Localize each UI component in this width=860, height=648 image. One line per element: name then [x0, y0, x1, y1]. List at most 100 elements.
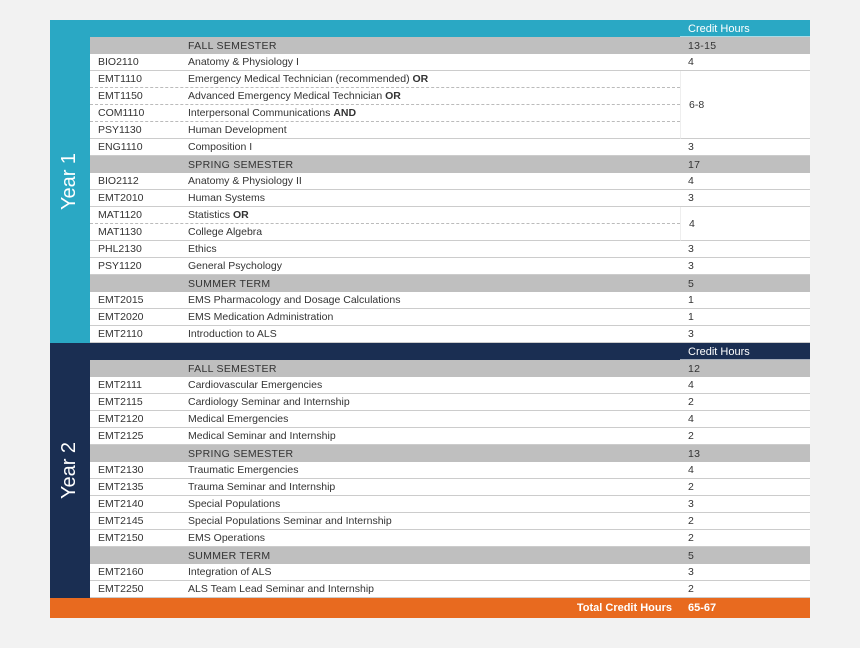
course-credits: 4 — [680, 54, 810, 70]
semester-name: FALL SEMESTER — [180, 361, 680, 377]
course-credits: 3 — [680, 258, 810, 274]
course-name: Interpersonal Communications AND — [180, 105, 680, 121]
course-code: PSY1120 — [90, 258, 180, 274]
course-name: Advanced Emergency Medical Technician OR — [180, 88, 680, 104]
semester-name: SUMMER TERM — [180, 276, 680, 292]
total-value: 65-67 — [680, 598, 810, 618]
course-row: EMT2250ALS Team Lead Seminar and Interns… — [90, 581, 810, 598]
course-row: PSY1120General Psychology3 — [90, 258, 810, 275]
course-credits: 3 — [680, 139, 810, 155]
course-code: EMT2160 — [90, 564, 180, 580]
credit-hours-label: Credit Hours — [680, 21, 810, 37]
year-body: Credit HoursFALL SEMESTER12EMT2111Cardio… — [90, 343, 810, 598]
course-code: EMT2130 — [90, 462, 180, 478]
year-block: Year 1Credit HoursFALL SEMESTER13-15BIO2… — [50, 20, 810, 343]
course-row: EMT2111Cardiovascular Emergencies4 — [90, 377, 810, 394]
course-row: EMT2120Medical Emergencies4 — [90, 411, 810, 428]
semester-name: SPRING SEMESTER — [180, 157, 680, 173]
credit-hours-header: Credit Hours — [90, 343, 810, 360]
course-row: ENG1110Composition I3 — [90, 139, 810, 156]
semester-header: SPRING SEMESTER17 — [90, 156, 810, 173]
course-name: Introduction to ALS — [180, 326, 680, 342]
course-name: Medical Emergencies — [180, 411, 680, 427]
course-code: EMT2120 — [90, 411, 180, 427]
course-code: EMT1110 — [90, 71, 180, 87]
credit-hours-header: Credit Hours — [90, 20, 810, 37]
total-label: Total Credit Hours — [140, 598, 680, 618]
course-credits: 4 — [680, 173, 810, 189]
course-code: EMT2020 — [90, 309, 180, 325]
course-name: EMS Operations — [180, 530, 680, 546]
course-name: Medical Seminar and Internship — [180, 428, 680, 444]
semester-credits: 17 — [680, 157, 810, 173]
course-row: BIO2110Anatomy & Physiology I4 — [90, 54, 810, 71]
credit-hours-label: Credit Hours — [680, 344, 810, 360]
course-credits: 6-8 — [680, 71, 810, 139]
year-label: Year 1 — [59, 153, 82, 210]
course-credits: 2 — [680, 513, 810, 529]
course-code: EMT2135 — [90, 479, 180, 495]
course-row: MAT1120Statistics OR — [90, 207, 680, 224]
year-label: Year 2 — [59, 442, 82, 499]
course-row: EMT2130Traumatic Emergencies4 — [90, 462, 810, 479]
course-name: Composition I — [180, 139, 680, 155]
course-row: EMT2020EMS Medication Administration1 — [90, 309, 810, 326]
course-name: Emergency Medical Technician (recommende… — [180, 71, 680, 87]
course-credits: 2 — [680, 530, 810, 546]
course-credits: 4 — [680, 377, 810, 393]
course-name: Statistics OR — [180, 207, 680, 223]
total-footer: Total Credit Hours65-67 — [50, 598, 810, 618]
semester-header: FALL SEMESTER12 — [90, 360, 810, 377]
course-row: EMT2110Introduction to ALS3 — [90, 326, 810, 343]
course-row: PHL2130Ethics3 — [90, 241, 810, 258]
course-code: EMT2110 — [90, 326, 180, 342]
course-code: EMT2140 — [90, 496, 180, 512]
course-code: EMT2125 — [90, 428, 180, 444]
course-code: EMT2015 — [90, 292, 180, 308]
course-row: BIO2112Anatomy & Physiology II4 — [90, 173, 810, 190]
course-row: COM1110Interpersonal Communications AND — [90, 105, 680, 122]
course-code: ENG1110 — [90, 139, 180, 155]
course-name: Trauma Seminar and Internship — [180, 479, 680, 495]
curriculum-sheet: Year 1Credit HoursFALL SEMESTER13-15BIO2… — [50, 20, 810, 618]
course-row: EMT1110Emergency Medical Technician (rec… — [90, 71, 680, 88]
course-row: EMT2160Integration of ALS3 — [90, 564, 810, 581]
course-code: PSY1130 — [90, 122, 180, 138]
course-name: Human Systems — [180, 190, 680, 206]
course-row: EMT2145Special Populations Seminar and I… — [90, 513, 810, 530]
semester-credits: 13 — [680, 446, 810, 462]
year-block: Year 2 Credit HoursFALL SEMESTER12EMT2111… — [50, 343, 810, 598]
course-credits: 3 — [680, 190, 810, 206]
course-name: Integration of ALS — [180, 564, 680, 580]
conjunction: OR — [233, 209, 249, 221]
course-credits: 4 — [680, 462, 810, 478]
course-code: EMT2010 — [90, 190, 180, 206]
course-row: EMT2135Trauma Seminar and Internship2 — [90, 479, 810, 496]
course-code: BIO2110 — [90, 54, 180, 70]
year-tab: Year 1 — [50, 20, 90, 343]
course-code: EMT2111 — [90, 377, 180, 393]
course-code: PHL2130 — [90, 241, 180, 257]
course-row: EMT2010Human Systems3 — [90, 190, 810, 207]
course-credits: 4 — [680, 411, 810, 427]
course-name: Cardiovascular Emergencies — [180, 377, 680, 393]
semester-header: SPRING SEMESTER13 — [90, 445, 810, 462]
course-credits: 3 — [680, 241, 810, 257]
course-row: EMT1150Advanced Emergency Medical Techni… — [90, 88, 680, 105]
course-code: EMT2145 — [90, 513, 180, 529]
course-name: Traumatic Emergencies — [180, 462, 680, 478]
course-row: EMT2015EMS Pharmacology and Dosage Calcu… — [90, 292, 810, 309]
course-row: EMT2150EMS Operations2 — [90, 530, 810, 547]
course-group: EMT1110Emergency Medical Technician (rec… — [90, 71, 810, 139]
course-credits: 2 — [680, 428, 810, 444]
year-body: Credit HoursFALL SEMESTER13-15BIO2110Ana… — [90, 20, 810, 343]
course-code: EMT1150 — [90, 88, 180, 104]
course-name: Ethics — [180, 241, 680, 257]
course-code: COM1110 — [90, 105, 180, 121]
course-name: Special Populations — [180, 496, 680, 512]
course-credits: 1 — [680, 309, 810, 325]
semester-header: SUMMER TERM5 — [90, 547, 810, 564]
course-name: Special Populations Seminar and Internsh… — [180, 513, 680, 529]
course-name: ALS Team Lead Seminar and Internship — [180, 581, 680, 597]
course-code: MAT1120 — [90, 207, 180, 223]
